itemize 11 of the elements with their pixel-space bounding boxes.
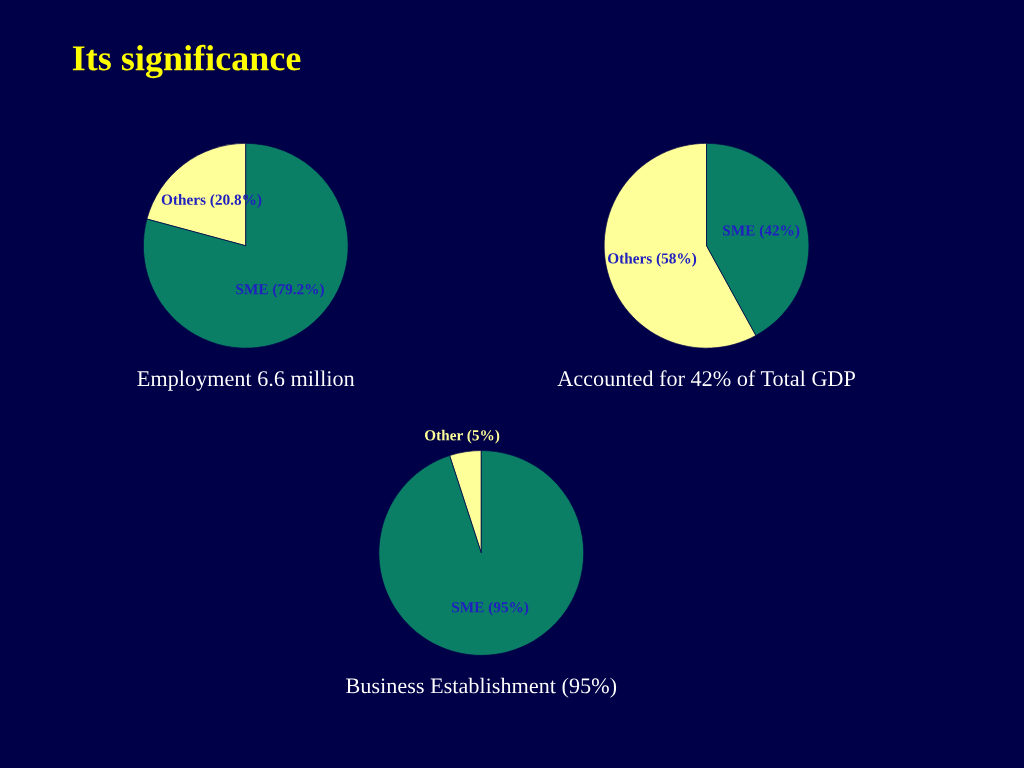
slice-label: SME (42%) <box>723 224 800 239</box>
slice-label: SME (95%) <box>452 601 529 616</box>
text: Accounted for 42% of Total GDP <box>557 370 855 387</box>
pie-slice <box>143 143 349 349</box>
text: Employment 6.6 million <box>137 370 355 391</box>
pie-slice <box>378 450 585 656</box>
slice-label: SME (79.2%) <box>236 283 324 298</box>
text: Its significance <box>72 44 301 79</box>
slice-label: Other (5%) <box>424 429 500 444</box>
slice-label: Others (58%) <box>607 252 697 267</box>
text: Business Establishment (95%) <box>346 677 617 698</box>
